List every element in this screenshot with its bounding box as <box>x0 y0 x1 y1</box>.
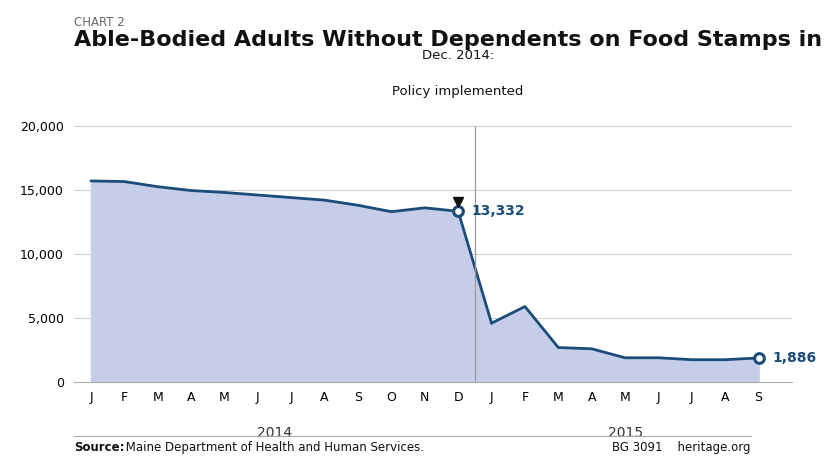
Text: CHART 2: CHART 2 <box>74 16 125 29</box>
Text: Source:: Source: <box>74 441 125 454</box>
Text: 13,332: 13,332 <box>472 204 526 218</box>
Text: Maine Department of Health and Human Services.: Maine Department of Health and Human Ser… <box>122 441 424 454</box>
Text: BG 3091    heritage.org: BG 3091 heritage.org <box>612 441 751 454</box>
Text: Policy implemented: Policy implemented <box>393 85 524 97</box>
Text: 1,886: 1,886 <box>772 351 816 365</box>
Text: 2015: 2015 <box>607 426 643 440</box>
Text: Able-Bodied Adults Without Dependents on Food Stamps in Maine: Able-Bodied Adults Without Dependents on… <box>74 30 825 50</box>
Text: 2014: 2014 <box>257 426 292 440</box>
Text: Dec. 2014:: Dec. 2014: <box>422 49 494 62</box>
